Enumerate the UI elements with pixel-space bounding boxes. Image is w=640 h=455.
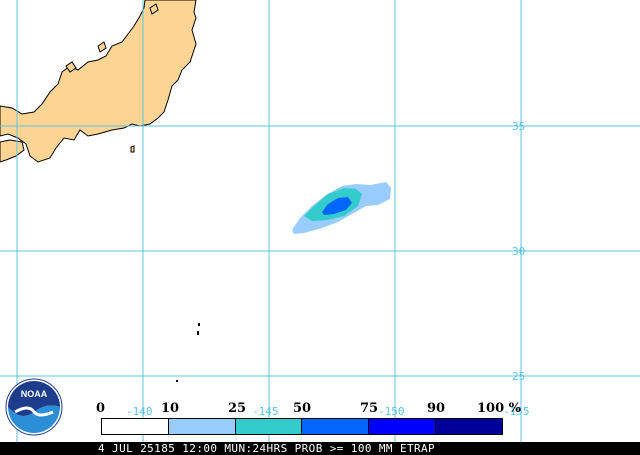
noaa-logo: NOAA bbox=[5, 378, 63, 436]
legend-swatch-0-10 bbox=[102, 419, 169, 434]
legend-tick-100: 100 % bbox=[477, 401, 522, 416]
japan-landmass bbox=[0, 0, 197, 163]
probability-map: 35 30 25 -140 -145 -150 -155 bbox=[0, 0, 640, 442]
small-islands bbox=[176, 323, 200, 382]
lat-label-35: 35 bbox=[512, 120, 525, 133]
lat-label-30: 30 bbox=[512, 245, 525, 258]
legend-color-bar bbox=[101, 418, 503, 435]
legend-swatch-75-90 bbox=[369, 419, 437, 434]
lon-label-145: -145 bbox=[252, 405, 279, 418]
latlon-grid bbox=[0, 0, 640, 442]
legend-tick-50: 50 bbox=[293, 401, 312, 416]
prob-50-75-area bbox=[322, 197, 352, 215]
noaa-logo-text: NOAA bbox=[21, 389, 48, 399]
legend-tick-10: 10 bbox=[161, 401, 180, 416]
legend-tick-0: 0 bbox=[96, 401, 106, 416]
lon-label-140: -140 bbox=[126, 405, 153, 418]
legend-tick-75: 75 bbox=[360, 401, 379, 416]
probability-area bbox=[292, 182, 391, 234]
legend-tick-25: 25 bbox=[228, 401, 247, 416]
lon-label-155: -155 bbox=[503, 405, 530, 418]
legend-swatch-50-75 bbox=[302, 419, 370, 434]
legend-tick-90: 90 bbox=[427, 401, 446, 416]
legend-swatch-10-25 bbox=[168, 419, 236, 434]
lat-label-25: 25 bbox=[512, 370, 525, 383]
legend-swatch-25-50 bbox=[235, 419, 303, 434]
grid-labels: 35 30 25 -140 -145 -150 -155 bbox=[126, 120, 530, 418]
lon-label-150: -150 bbox=[378, 405, 405, 418]
footer-caption: 4 JUL 25185 12:00 MUN:24HRS PROB >= 100 … bbox=[0, 442, 640, 455]
legend-swatch-90-100 bbox=[436, 419, 502, 434]
